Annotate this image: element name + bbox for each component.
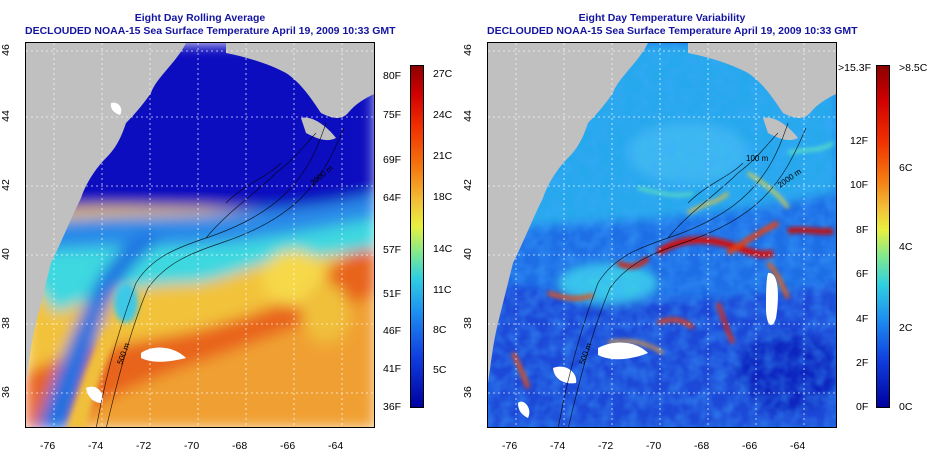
left-lat-tick-40: 40 (0, 248, 12, 260)
left-cbar-f-41: 41F (383, 363, 402, 375)
left-cbar-f-57: 57F (383, 244, 402, 256)
left-map-svg: 500 m 2000 m (26, 43, 374, 427)
left-lon-tick-64: -64 (328, 440, 344, 452)
left-cbar-f-75: 75F (383, 109, 402, 121)
left-cbar-f-69: 69F (383, 154, 402, 166)
right-cbar-c-4: 4C (899, 241, 913, 253)
right-cbar-c-6: 6C (899, 162, 913, 174)
right-colorbar (876, 65, 890, 408)
right-lon-tick-64: -64 (790, 440, 806, 452)
right-lat-tick-40: 40 (461, 248, 474, 260)
left-lat-tick-42: 42 (0, 179, 12, 191)
right-lon-tick-70: -70 (646, 440, 662, 452)
right-cbar-c-0: 0C (899, 401, 913, 413)
right-lon-tick-76: -76 (502, 440, 518, 452)
left-cbar-c-14: 14C (433, 243, 453, 255)
right-map-svg: 100 m 500 m 2000 m (488, 43, 836, 427)
right-variability-map: 100 m 500 m 2000 m (487, 42, 837, 428)
left-cbar-c-8: 8C (433, 324, 447, 336)
left-lat-tick-44: 44 (0, 110, 12, 122)
right-lon-tick-74: -74 (550, 440, 566, 452)
left-lon-tick-72: -72 (136, 440, 152, 452)
right-contour-label-100: 100 m (746, 154, 769, 163)
right-lat-tick-42: 42 (461, 179, 474, 191)
left-cbar-f-51: 51F (383, 288, 402, 300)
right-cbar-c-max: >8.5C (899, 62, 928, 74)
right-lat-tick-36: 36 (461, 386, 474, 398)
left-cbar-c-11: 11C (433, 284, 452, 296)
left-cbar-f-46: 46F (383, 325, 402, 337)
right-lon-tick-68: -68 (694, 440, 710, 452)
right-lon-tick-66: -66 (742, 440, 758, 452)
left-cbar-f-36: 36F (383, 401, 402, 413)
left-cbar-f-80: 80F (383, 70, 402, 82)
right-cbar-f-10: 10F (850, 179, 869, 191)
left-sst-map: 500 m 2000 m (25, 42, 375, 428)
right-cbar-f-2: 2F (856, 357, 869, 369)
left-lon-tick-68: -68 (232, 440, 248, 452)
right-lat-tick-38: 38 (461, 317, 474, 329)
left-lon-tick-70: -70 (184, 440, 200, 452)
left-lat-tick-38: 38 (0, 317, 12, 329)
right-lat-tick-44: 44 (461, 110, 474, 122)
right-cbar-f-4: 4F (856, 313, 869, 325)
right-lat-tick-46: 46 (461, 44, 474, 56)
right-cbar-f-6: 6F (856, 268, 869, 280)
left-lon-tick-74: -74 (88, 440, 104, 452)
right-lon-tick-72: -72 (598, 440, 614, 452)
right-cbar-f-max: >15.3F (838, 62, 871, 74)
left-title-line2: DECLOUDED NOAA-15 Sea Surface Temperatur… (25, 25, 396, 37)
left-cbar-f-64: 64F (383, 192, 402, 204)
right-cbar-f-12: 12F (850, 135, 869, 147)
left-lon-tick-66: -66 (280, 440, 296, 452)
left-cbar-c-24: 24C (433, 109, 453, 121)
right-title-line2: DECLOUDED NOAA-15 Sea Surface Temperatur… (487, 25, 858, 37)
left-title-line1: Eight Day Rolling Average (134, 12, 266, 24)
left-colorbar (410, 65, 424, 408)
right-cbar-c-2: 2C (899, 322, 913, 334)
right-cbar-f-8: 8F (856, 224, 869, 236)
left-lat-tick-36: 36 (0, 386, 12, 398)
left-lat-tick-46: 46 (0, 44, 12, 56)
left-cbar-c-27: 27C (433, 68, 453, 80)
right-title-line1: Eight Day Temperature Variability (578, 12, 746, 24)
left-cbar-c-21: 21C (433, 150, 453, 162)
left-lon-tick-76: -76 (40, 440, 56, 452)
left-cbar-c-18: 18C (433, 191, 453, 203)
left-cbar-c-5: 5C (433, 364, 447, 376)
right-cbar-f-0: 0F (856, 401, 869, 413)
